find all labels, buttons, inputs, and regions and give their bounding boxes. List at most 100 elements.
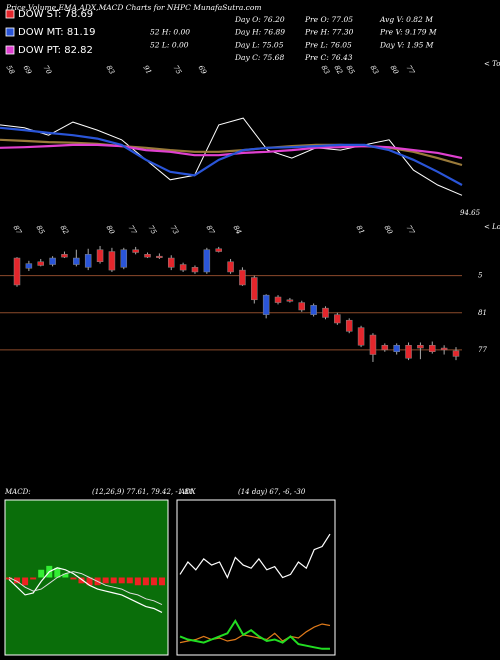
candle-body <box>108 251 116 271</box>
rotated-tick-label: 80 <box>383 224 395 236</box>
stat-label: Avg V: 0.82 M <box>379 15 433 24</box>
histogram-bar <box>102 577 109 584</box>
histogram-bar <box>62 573 69 578</box>
rotated-tick-label: 70 <box>42 64 54 76</box>
stat-label: Day O: 76.20 <box>234 15 285 24</box>
line-series <box>0 117 463 196</box>
rotated-tick-label: 80 <box>389 64 401 76</box>
histogram-bar <box>110 577 117 584</box>
candle-body <box>132 249 139 253</box>
candle-body <box>49 257 56 265</box>
candle-body <box>13 257 21 286</box>
stat-label: Day H: 76.89 <box>234 28 285 37</box>
candle-body <box>381 345 389 351</box>
stat-label: 52 L: 0.00 <box>150 40 189 49</box>
histogram-bar <box>159 577 165 586</box>
panel-title: MACD: <box>4 488 31 496</box>
stat-label: Pre H: 77.30 <box>304 28 354 37</box>
candle-body <box>203 249 211 273</box>
stat-label: Pre C: 76.43 <box>304 53 353 62</box>
candle-body <box>405 345 412 359</box>
rotated-tick-label: 73 <box>169 224 181 236</box>
stat-label: Pre V: 9.179 M <box>379 28 437 37</box>
legend-swatch <box>5 27 15 37</box>
panel-bg <box>176 499 336 656</box>
candle-body <box>37 261 44 266</box>
histogram-bar <box>6 577 12 580</box>
corner-label: < Lows <box>484 223 500 231</box>
panel-params: (12,26,9) 77.61, 79.42, -1.81 <box>92 488 193 496</box>
candle-body <box>227 261 234 273</box>
candle-body <box>452 350 460 357</box>
rotated-tick-label: 80 <box>105 224 117 236</box>
line-series <box>8 571 163 606</box>
candle-body <box>25 263 33 269</box>
histogram-bar <box>78 577 85 584</box>
rotated-tick-label: 91 <box>142 64 153 76</box>
rotated-tick-label: 75 <box>147 224 159 236</box>
legend-label: DOW MT: 81.19 <box>18 27 95 38</box>
legend-label: DOW ST: 78.69 <box>18 9 93 20</box>
histogram-bar <box>22 577 29 586</box>
rotated-tick-label: 81 <box>355 224 366 236</box>
stat-label: Pre O: 77.05 <box>304 15 353 24</box>
rotated-tick-label: 83 <box>105 64 117 76</box>
candle-body <box>120 249 128 268</box>
candle-body <box>156 255 163 258</box>
panel-params: (14 day) 67, -6, -30 <box>238 488 306 496</box>
stat-label: Day L: 75.05 <box>234 40 284 49</box>
rotated-tick-label: 85 <box>35 224 47 236</box>
stat-label: Day V: 1.95 M <box>379 40 434 49</box>
candle-body <box>393 345 400 353</box>
y-tick-label: 81 <box>478 309 487 317</box>
candle-body <box>274 296 282 303</box>
histogram-bar <box>14 577 21 584</box>
candle-body <box>96 249 104 263</box>
rotated-tick-label: 82 <box>59 224 71 236</box>
candle-body <box>298 302 306 311</box>
histogram-bar <box>126 577 133 584</box>
rotated-tick-label: 77 <box>127 224 139 236</box>
line-series <box>0 126 463 186</box>
candle-body <box>144 254 151 258</box>
histogram-bar <box>86 577 93 586</box>
candle-body <box>440 347 448 351</box>
y-tick-label: 5 <box>478 272 483 280</box>
candle-body <box>369 334 377 355</box>
candle-body <box>84 254 92 268</box>
candle-body <box>251 277 258 301</box>
rotated-tick-label: 75 <box>172 64 184 76</box>
candle-body <box>322 307 329 318</box>
rotated-tick-label: 69 <box>197 64 209 76</box>
legend-swatch <box>5 45 15 55</box>
rotated-tick-label: 83 <box>320 64 332 76</box>
histogram-bar <box>54 567 61 578</box>
rotated-tick-label: 58 <box>5 64 17 76</box>
candle-body <box>215 248 222 252</box>
corner-label: < Topo <box>484 60 500 68</box>
histogram-bar <box>30 577 37 580</box>
y-tick-label: 77 <box>478 346 487 354</box>
histogram-bar <box>70 577 77 580</box>
rotated-tick-label: 85 <box>345 64 357 76</box>
line-series <box>179 623 331 644</box>
candle-body <box>179 264 187 271</box>
line-series <box>179 618 330 650</box>
panel-title: ADX <box>179 488 197 496</box>
rotated-tick-label: 87 <box>12 224 24 236</box>
histogram-bar <box>118 577 125 584</box>
candle-body <box>167 257 175 268</box>
rotated-tick-label: 83 <box>369 64 381 76</box>
rotated-tick-label: 84 <box>232 224 243 236</box>
histogram-bar <box>142 577 149 586</box>
histogram-bar <box>150 577 157 586</box>
line-series <box>179 533 331 579</box>
stat-label: Pre L: 76.05 <box>304 40 352 49</box>
rotated-tick-label: 82 <box>333 64 345 76</box>
candle-body <box>262 294 270 315</box>
rotated-tick-label: 69 <box>22 64 34 76</box>
rotated-tick-label: 77 <box>405 64 417 76</box>
price-label: 94.65 <box>460 209 481 217</box>
